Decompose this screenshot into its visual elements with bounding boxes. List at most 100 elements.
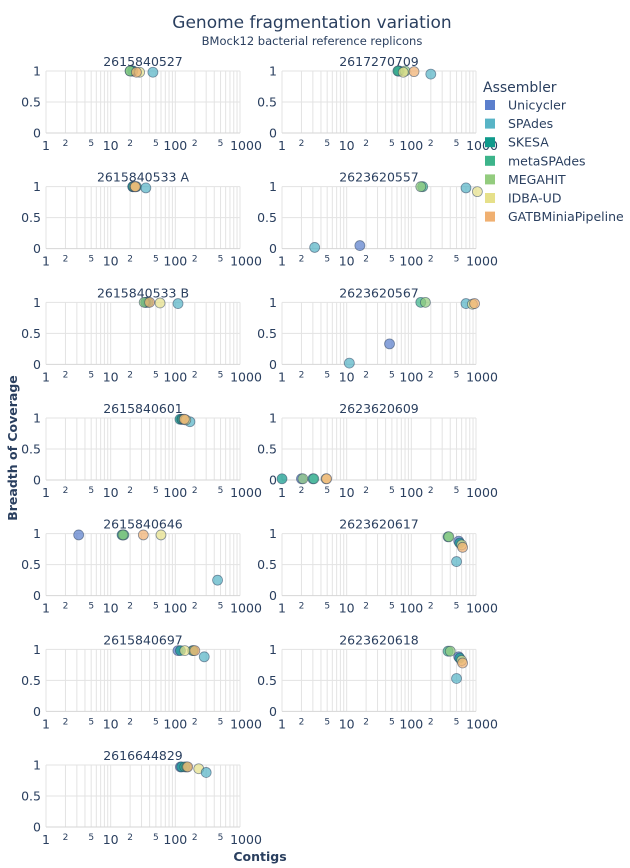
data-point <box>182 761 194 773</box>
legend-swatch[interactable] <box>485 118 495 129</box>
x-tick-label: 10 <box>103 485 119 500</box>
x-tick-label: 1000 <box>466 601 498 616</box>
panel-title: 2617270709 <box>339 54 419 69</box>
data-point <box>189 645 201 656</box>
legend-swatch[interactable] <box>485 137 495 148</box>
data-point <box>117 529 129 541</box>
x-tick-label: 100 <box>163 832 187 847</box>
legend-label[interactable]: Unicycler <box>508 98 567 113</box>
x-tick-label: 2 <box>363 602 369 612</box>
legend-swatch[interactable] <box>485 211 495 222</box>
x-tick-label: 5 <box>218 602 224 612</box>
data-point <box>425 68 437 80</box>
data-point <box>155 529 167 541</box>
x-tick-label: 5 <box>389 602 395 612</box>
x-tick-label: 2 <box>428 486 434 496</box>
x-tick-label: 5 <box>324 486 330 496</box>
data-point <box>443 531 455 543</box>
panel-title: 2623620617 <box>339 517 419 532</box>
panel-title: 2616644829 <box>103 748 183 763</box>
x-tick-label: 100 <box>399 254 423 269</box>
x-tick-label: 5 <box>324 602 330 612</box>
facet-panel: 2615840601 0 0.5 1 1 2 5 10 2 5 100 2 5 1000 <box>21 401 262 500</box>
x-tick-label: 1 <box>42 832 50 847</box>
x-tick-label: 2 <box>63 602 69 612</box>
facet-panel: 2623620618 0 0.5 1 1 2 5 10 2 5 100 2 5 1000 <box>257 632 498 731</box>
y-tick-label: 0 <box>33 704 41 719</box>
data-point <box>457 657 468 669</box>
x-tick-label: 2 <box>299 139 305 149</box>
y-tick-label: 1 <box>269 411 277 426</box>
data-point <box>308 473 320 485</box>
x-tick-label: 1 <box>278 716 286 731</box>
x-axis-title: Contigs <box>233 849 286 864</box>
y-tick-label: 1 <box>269 526 277 541</box>
legend-label[interactable]: GATBMiniaPipeline <box>508 209 624 224</box>
x-tick-label: 5 <box>389 139 395 149</box>
legend-swatch[interactable] <box>485 174 495 185</box>
y-tick-label: 0.5 <box>21 673 41 688</box>
legend-swatch[interactable] <box>485 100 495 110</box>
x-tick-label: 5 <box>218 486 224 496</box>
data-point <box>147 66 159 78</box>
legend-label[interactable]: MEGAHIT <box>508 172 566 187</box>
x-tick-label: 2 <box>428 370 434 380</box>
x-tick-label: 5 <box>454 139 460 149</box>
y-tick-label: 0.5 <box>21 557 41 572</box>
x-tick-label: 2 <box>363 255 369 265</box>
y-axis-title: Breadth of Coverage <box>5 375 20 521</box>
x-tick-label: 5 <box>389 370 395 380</box>
legend[interactable]: Assembler Unicycler SPAdes SKESA metaSPAdes… <box>483 80 624 224</box>
x-tick-label: 10 <box>339 601 355 616</box>
y-tick-label: 0.5 <box>257 673 277 688</box>
legend-label[interactable]: metaSPAdes <box>508 153 586 168</box>
y-tick-label: 0.5 <box>21 210 41 225</box>
x-tick-label: 2 <box>363 486 369 496</box>
x-tick-label: 2 <box>63 717 69 727</box>
y-tick-label: 0 <box>33 126 41 141</box>
y-tick-label: 0.5 <box>21 789 41 804</box>
facet-panel: 2615840527 0 0.5 1 1 2 5 10 2 5 100 2 5 1000 <box>21 54 262 153</box>
y-tick-label: 0 <box>269 241 277 256</box>
y-tick-label: 1 <box>269 64 277 79</box>
facet-panel: 2615840533 B 0 0.5 1 1 2 5 10 2 5 100 2 5 1000 <box>21 285 262 384</box>
x-tick-label: 2 <box>63 139 69 149</box>
data-point <box>469 298 480 309</box>
legend-label[interactable]: SPAdes <box>508 116 553 131</box>
chart-subtitle: BMock12 bacterial reference replicons <box>202 34 423 48</box>
data-point <box>451 673 462 684</box>
x-tick-label: 2 <box>428 602 434 612</box>
panel-title: 2615840646 <box>103 517 183 532</box>
legend-swatch[interactable] <box>485 155 495 166</box>
x-tick-label: 5 <box>88 370 94 380</box>
x-tick-label: 2 <box>428 139 434 149</box>
facet-panel: 2623620609 0 0.5 1 1 2 5 10 2 5 100 2 5 1000 <box>257 401 498 500</box>
data-point <box>419 296 431 308</box>
legend-label[interactable]: IDBA-UD <box>508 191 561 206</box>
x-tick-label: 10 <box>103 369 119 384</box>
panel-title: 2623620618 <box>339 632 419 647</box>
x-tick-label: 2 <box>192 833 198 843</box>
y-tick-label: 1 <box>269 295 277 310</box>
x-tick-label: 5 <box>88 602 94 612</box>
legend-label[interactable]: SKESA <box>508 135 549 150</box>
data-point <box>200 767 212 778</box>
x-tick-label: 5 <box>389 717 395 727</box>
x-tick-label: 5 <box>454 486 460 496</box>
data-point <box>144 296 155 308</box>
x-tick-label: 100 <box>399 138 423 153</box>
x-tick-label: 1000 <box>230 254 262 269</box>
x-tick-label: 5 <box>153 602 159 612</box>
x-tick-label: 2 <box>299 486 305 496</box>
data-point <box>457 541 468 553</box>
facet-panel: 2623620617 0 0.5 1 1 2 5 10 2 5 100 2 5 1000 <box>257 517 498 616</box>
legend-swatch[interactable] <box>485 193 495 203</box>
x-tick-label: 2 <box>363 139 369 149</box>
data-point <box>172 298 184 309</box>
x-tick-label: 100 <box>163 254 187 269</box>
y-tick-label: 0.5 <box>257 210 277 225</box>
x-tick-label: 100 <box>399 369 423 384</box>
y-tick-label: 1 <box>33 642 41 657</box>
data-point <box>309 242 321 253</box>
x-tick-label: 1000 <box>230 485 262 500</box>
